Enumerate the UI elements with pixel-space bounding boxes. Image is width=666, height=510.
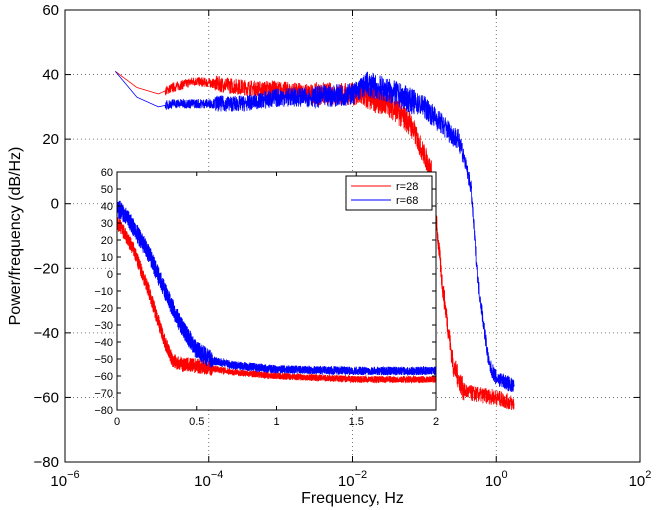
inset-ytick-label-14: 60 xyxy=(101,167,113,179)
main-xtick-label-2: 10−2 xyxy=(338,469,367,490)
main-xlabel: Frequency, Hz xyxy=(301,490,404,507)
main-ylabel: Power/frequency (dB/Hz) xyxy=(7,147,24,326)
inset-ytick-label-4: −40 xyxy=(94,337,113,349)
main-xtick-label-4: 102 xyxy=(629,469,652,490)
main-ytick-label-2: −40 xyxy=(34,325,59,342)
main-ytick-label-0: −80 xyxy=(34,454,59,471)
inset-xtick-label-3: 1.5 xyxy=(349,416,364,428)
inset-ytick-label-13: 50 xyxy=(101,184,113,196)
inset-ytick-label-10: 20 xyxy=(101,235,113,247)
main-series-r=68 xyxy=(115,71,515,393)
legend-label-r=28: r=28 xyxy=(396,181,418,193)
inset-ytick-label-9: 10 xyxy=(101,252,113,264)
main-ytick-label-6: 40 xyxy=(42,67,59,84)
inset-legend: r=28 r=68 xyxy=(345,175,433,211)
inset-ytick-label-7: −10 xyxy=(94,286,113,298)
inset-ytick-label-11: 30 xyxy=(101,218,113,230)
main-ytick-label-1: −60 xyxy=(34,389,59,406)
main-xtick-label-1: 10−4 xyxy=(194,469,223,490)
inset-series-r=28 xyxy=(116,217,437,384)
inset-xtick-label-2: 1 xyxy=(273,416,279,428)
main-ytick-label-3: −20 xyxy=(34,260,59,277)
inset-ytick-label-3: −50 xyxy=(94,354,113,366)
inset-ytick-label-1: −70 xyxy=(94,388,113,400)
legend-box xyxy=(345,175,433,211)
inset-ytick-label-0: −80 xyxy=(94,405,113,417)
inset-xtick-label-0: 0 xyxy=(114,416,120,428)
inset-xtick-label-1: 0.5 xyxy=(189,416,204,428)
main-ytick-label-7: 60 xyxy=(42,2,59,19)
main-xtick-label-3: 100 xyxy=(485,469,508,490)
inset-ytick-label-2: −60 xyxy=(94,371,113,383)
inset-ytick-label-8: 0 xyxy=(107,269,113,281)
inset-series-r=68 xyxy=(116,200,437,376)
inset-ytick-label-5: −30 xyxy=(94,320,113,332)
main-ytick-label-4: 0 xyxy=(51,196,59,213)
inset-xtick-label-4: 2 xyxy=(433,416,439,428)
main-plot: 10−6 10−4 10−2 100 102−80−60−40−200204060Fre… xyxy=(7,2,651,507)
inset-ytick-label-12: 40 xyxy=(101,201,113,213)
inset-plot: 0 0.5 1 1.5 2 −80 −70 −60 −50 −40 −30 −20 −10 0 10 20 30… xyxy=(94,167,439,428)
main-xtick-label-0: 10−6 xyxy=(50,469,79,490)
main-ytick-label-5: 20 xyxy=(42,131,59,148)
legend-label-r=68: r=68 xyxy=(396,195,418,207)
inset-ytick-label-6: −20 xyxy=(94,303,113,315)
